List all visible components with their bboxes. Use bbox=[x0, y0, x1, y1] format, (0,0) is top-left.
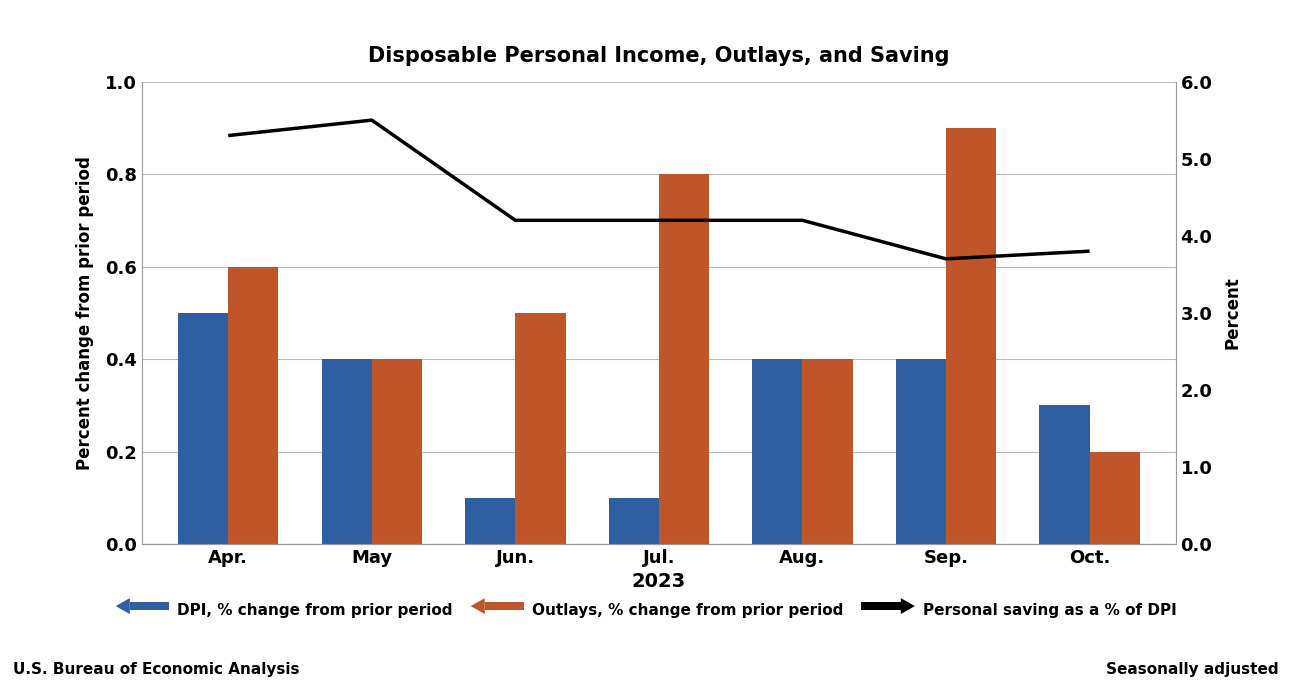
Bar bbox=[465, 498, 516, 544]
Title: Disposable Personal Income, Outlays, and Saving: Disposable Personal Income, Outlays, and… bbox=[368, 46, 950, 66]
Bar bbox=[659, 174, 709, 544]
Bar bbox=[516, 313, 566, 544]
Bar bbox=[229, 267, 279, 544]
Bar bbox=[946, 128, 996, 544]
Bar bbox=[752, 359, 802, 544]
X-axis label: 2023: 2023 bbox=[632, 573, 686, 592]
Legend: DPI, % change from prior period, Outlays, % change from prior period, Personal s: DPI, % change from prior period, Outlays… bbox=[110, 595, 1182, 625]
Text: U.S. Bureau of Economic Analysis: U.S. Bureau of Economic Analysis bbox=[13, 662, 300, 677]
Bar bbox=[178, 313, 229, 544]
Bar bbox=[372, 359, 422, 544]
Bar bbox=[1089, 452, 1140, 544]
Bar bbox=[322, 359, 372, 544]
Bar bbox=[802, 359, 853, 544]
Bar bbox=[609, 498, 659, 544]
Y-axis label: Percent change from prior period: Percent change from prior period bbox=[76, 156, 94, 470]
Text: Seasonally adjusted: Seasonally adjusted bbox=[1106, 662, 1279, 677]
Bar bbox=[895, 359, 946, 544]
Y-axis label: Percent: Percent bbox=[1224, 277, 1242, 349]
Bar bbox=[1039, 405, 1089, 544]
